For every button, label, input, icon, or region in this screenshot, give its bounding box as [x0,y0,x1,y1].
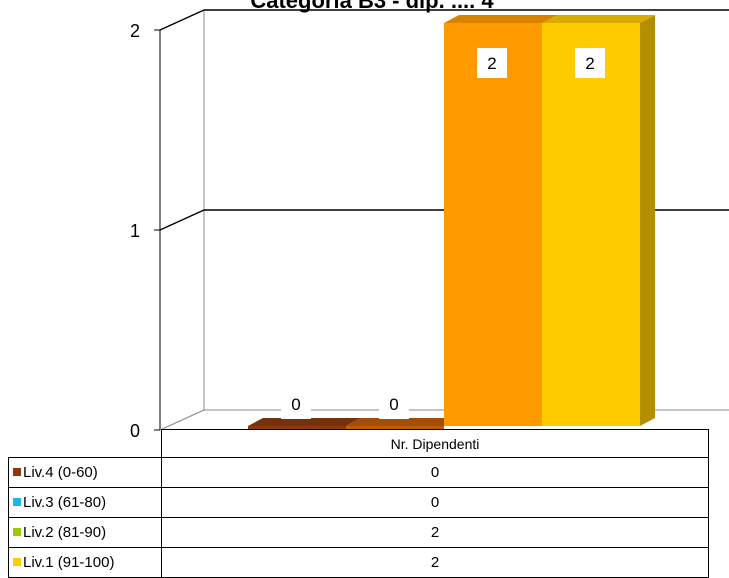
bar [542,15,655,426]
floor-edge [159,409,205,431]
data-table-value: 0 [161,487,709,518]
data-label-box [379,389,409,419]
data-label-box [281,389,311,419]
data-table-value: 2 [161,547,709,578]
bar-front [444,23,542,426]
data-label-box [575,48,605,78]
bar-front [542,23,640,426]
data-table-row: Liv.3 (61-80) 0 [8,487,709,518]
bar [248,418,361,430]
legend-swatch [13,498,21,507]
data-table: Nr. Dipendenti Liv.4 (0-60) 0 Liv.3 (61-… [8,429,709,578]
y-tick-label: 2 [130,21,140,41]
data-label: 0 [389,395,398,414]
bars [248,15,655,430]
y-tick-label: 1 [130,221,140,241]
bar-side [640,15,655,426]
data-table-value: 0 [161,457,709,488]
data-label: 2 [487,54,496,73]
legend-swatch [13,528,21,537]
data-label: 2 [585,54,594,73]
y-axis-tick-labels: 012 [130,21,140,441]
data-table-row: Liv.4 (0-60) 0 [8,457,709,488]
data-table-value: 2 [161,517,709,548]
gridline-depth [159,209,205,231]
data-label-box [477,48,507,78]
bar-top [346,418,459,426]
legend-swatch [13,468,21,477]
legend-swatch [13,558,21,567]
legend-label: Liv.1 (91-100) [23,554,115,571]
bar-top [248,418,361,426]
bar [346,418,459,430]
data-label: 0 [291,395,300,414]
bar-top [444,15,557,23]
legend-label: Liv.4 (0-60) [23,464,98,481]
data-table-row: Liv.1 (91-100) 2 [8,547,709,578]
bar-front [346,426,444,430]
legend-label: Liv.3 (61-80) [23,494,107,511]
bar-top [542,15,655,23]
data-labels: 0 0 2 2 [281,48,605,419]
data-table-corner [8,429,162,458]
data-table-row: Liv.2 (81-90) 2 [8,517,709,548]
data-table-category-header: Nr. Dipendenti [161,429,709,458]
gridline-depth [159,9,205,31]
bar-front [248,426,346,430]
chart-title: Categoria B3 - dip. .... 4 [250,0,494,13]
legend-label: Liv.2 (81-90) [23,524,107,541]
